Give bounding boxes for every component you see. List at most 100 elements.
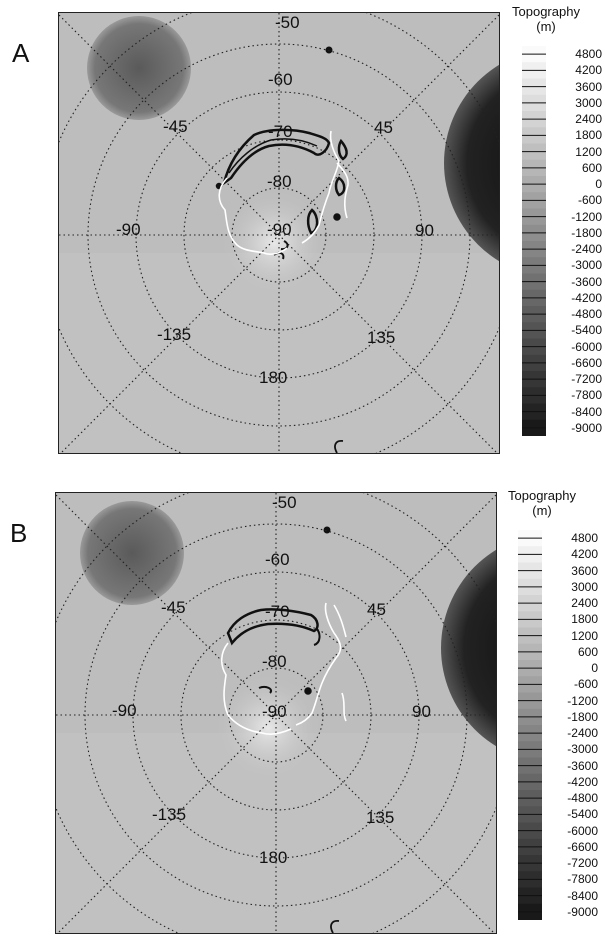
legend-tick-label: 1200 — [571, 628, 598, 643]
svg-text:-135: -135 — [152, 805, 186, 824]
legend-tick-label: -4800 — [567, 791, 598, 806]
legend-tick-label: -4200 — [571, 290, 602, 305]
legend-tick-label: -9000 — [571, 420, 602, 435]
svg-text:-80: -80 — [262, 652, 287, 671]
map-svg: -50 -60 -70 -80 -90 -45 45 -90 90 -135 1… — [56, 493, 496, 933]
panel-b: B — [0, 478, 605, 938]
legend-colorbar — [518, 530, 542, 920]
white-contours — [218, 130, 349, 255]
map-svg: -50 -60 -70 -80 -90 -45 45 -90 90 -135 1… — [59, 13, 499, 453]
polar-topography-map: -50 -60 -70 -80 -90 -45 45 -90 90 -135 1… — [58, 12, 500, 454]
white-contours — [220, 602, 347, 736]
legend-tick-label: 3600 — [571, 563, 598, 578]
legend-tick-label: 4800 — [571, 531, 598, 546]
panel-label: A — [12, 38, 30, 68]
svg-text:45: 45 — [374, 118, 393, 137]
svg-text:180: 180 — [259, 848, 287, 867]
svg-text:-50: -50 — [272, 493, 297, 512]
legend-tick-label: -1200 — [567, 693, 598, 708]
svg-text:-90: -90 — [116, 220, 141, 239]
polar-topography-map: -50 -60 -70 -80 -90 -45 45 -90 90 -135 1… — [55, 492, 497, 934]
legend-tick-label: 3000 — [575, 95, 602, 110]
legend-tick-label: -4200 — [567, 774, 598, 789]
dark-highland-region — [80, 501, 184, 605]
legend-tick-label: -6600 — [567, 839, 598, 854]
legend-tick-label: 0 — [595, 177, 602, 192]
legend-title: Topography — [512, 4, 580, 19]
legend-tick-label: 600 — [577, 644, 598, 659]
legend-tick-label: -8400 — [567, 888, 598, 903]
legend-tick-label: -7800 — [567, 872, 598, 887]
deep-crater-region — [444, 64, 499, 262]
svg-text:-90: -90 — [267, 220, 292, 239]
legend-tick-label: -600 — [573, 677, 598, 692]
svg-text:180: 180 — [259, 368, 287, 387]
legend-tick-label: -6000 — [571, 339, 602, 354]
panel-a: A — [0, 0, 605, 460]
legend-tick-label: 1200 — [575, 144, 602, 159]
legend-tick-label: -7200 — [571, 372, 602, 387]
legend-tick-label: -600 — [577, 193, 602, 208]
legend-tick-label: -2400 — [567, 726, 598, 741]
dark-highland-region — [87, 16, 191, 120]
legend-tick-label: 2400 — [571, 596, 598, 611]
station-dot — [325, 46, 333, 54]
legend-tick-label: -7800 — [571, 388, 602, 403]
svg-text:-45: -45 — [161, 598, 186, 617]
svg-text:-135: -135 — [157, 325, 191, 344]
legend-tick-label: -3000 — [567, 742, 598, 757]
svg-text:-60: -60 — [268, 70, 293, 89]
legend-tick-label: -6600 — [571, 355, 602, 370]
legend-tick-label: -5400 — [567, 807, 598, 822]
svg-text:-70: -70 — [265, 602, 290, 621]
svg-text:90: 90 — [412, 702, 431, 721]
station-dot — [323, 526, 331, 534]
longitude-labels: -45 45 -90 90 -135 135 180 — [116, 117, 434, 387]
legend-tick-label: 3600 — [575, 79, 602, 94]
svg-text:135: 135 — [366, 808, 394, 827]
legend-tick-label: -9000 — [567, 904, 598, 919]
latitude-labels: -50 -60 -70 -80 -90 — [262, 493, 297, 721]
bright-polar-region — [213, 673, 323, 783]
legend-tick-label: 0 — [591, 661, 598, 676]
legend-tick-label: 1800 — [571, 612, 598, 627]
svg-text:-70: -70 — [268, 122, 293, 141]
legend-tick-label: -5400 — [571, 323, 602, 338]
panel-label: B — [10, 518, 28, 548]
legend-tick-label: -3600 — [567, 758, 598, 773]
svg-text:-60: -60 — [265, 550, 290, 569]
legend-tick-label: -4800 — [571, 307, 602, 322]
legend-tick-label: -7200 — [567, 856, 598, 871]
legend-tick-label: -1800 — [571, 225, 602, 240]
svg-text:-90: -90 — [262, 702, 287, 721]
legend-tick-label: 4800 — [575, 47, 602, 62]
legend-tick-label: 4200 — [575, 63, 602, 78]
legend-unit: (m) — [532, 503, 552, 518]
legend-title: Topography — [508, 488, 576, 503]
svg-text:-45: -45 — [163, 117, 188, 136]
legend-tick-label: -8400 — [571, 404, 602, 419]
svg-text:-50: -50 — [275, 13, 300, 32]
longitude-lines — [56, 493, 496, 933]
legend-colorbar — [522, 46, 546, 436]
topography-legend: Topography (m) 4800 4200 3600 3000 2400 1800 1… — [486, 488, 602, 928]
svg-text:45: 45 — [367, 600, 386, 619]
legend-unit: (m) — [536, 19, 556, 34]
svg-text:-90: -90 — [112, 701, 137, 720]
legend-tick-label: 2400 — [575, 112, 602, 127]
legend-tick-label: -2400 — [571, 242, 602, 257]
topography-legend: Topography (m) 4800 4200 3600 3000 2400 1800 1… — [490, 4, 602, 444]
black-contours — [226, 608, 340, 933]
latitude-labels: -50 -60 -70 -80 -90 — [267, 13, 300, 239]
legend-tick-label: -3600 — [571, 274, 602, 289]
svg-text:90: 90 — [415, 221, 434, 240]
legend-tick-label: -6000 — [567, 823, 598, 838]
longitude-lines — [59, 13, 499, 453]
legend-tick-label: -3000 — [571, 258, 602, 273]
legend-tick-label: 600 — [581, 160, 602, 175]
svg-text:-80: -80 — [267, 172, 292, 191]
svg-text:135: 135 — [367, 328, 395, 347]
legend-tick-label: 3000 — [571, 579, 598, 594]
bright-polar-region — [219, 188, 329, 298]
legend-tick-label: 4200 — [571, 547, 598, 562]
